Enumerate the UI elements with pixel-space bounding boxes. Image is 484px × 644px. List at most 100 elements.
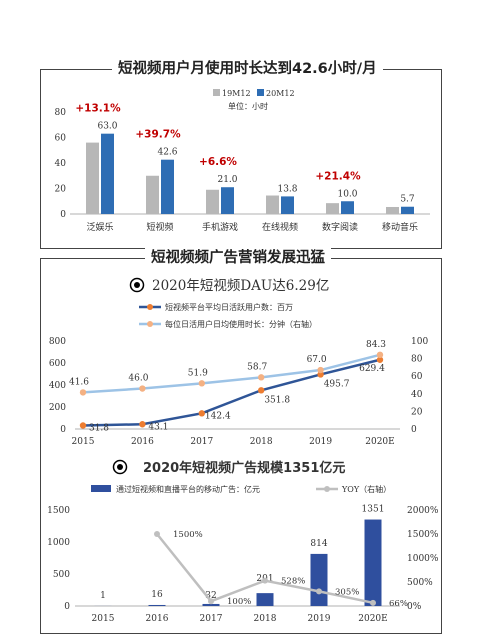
bar	[281, 196, 294, 214]
data-label: 67.0	[307, 355, 327, 365]
bar	[148, 604, 166, 606]
data-point	[376, 356, 384, 363]
x-tick-label: 在线视频	[262, 221, 298, 233]
x-tick-label: 数字阅读	[322, 221, 358, 233]
unit-label: 单位：小时	[228, 101, 268, 111]
x-tick-label: 2018	[250, 437, 273, 447]
growth-label: +13.1%	[75, 103, 121, 115]
yoy-label: 528%	[281, 577, 305, 587]
left-y-tick-label: 0	[60, 425, 66, 435]
data-point	[376, 351, 384, 359]
bar-value-label: 32	[205, 591, 216, 601]
legend-swatch	[91, 485, 111, 492]
legend-label: 短视频平台平均日活跃用户数：百万	[165, 302, 293, 312]
data-point	[79, 389, 87, 396]
bar	[386, 206, 399, 214]
right-y-tick-label: 80	[411, 355, 423, 365]
bar	[326, 203, 339, 214]
right-y-tick-label: 1500%	[407, 530, 439, 540]
right-y-tick-label: 2000%	[407, 506, 439, 516]
x-tick-label: 泛娱乐	[86, 221, 113, 233]
bar-value-label: 814	[310, 539, 327, 549]
bar-value-label: 16	[151, 590, 163, 600]
bar	[310, 553, 328, 606]
section1-title: 短视频用户月使用时长达到42.6小时/月	[112, 57, 383, 78]
x-tick-label: 2020E	[365, 437, 394, 447]
growth-label: +6.6%	[199, 156, 237, 168]
bar	[221, 187, 234, 214]
legend-label: YOY（右轴）	[341, 484, 391, 494]
right-y-tick-label: 0	[411, 425, 417, 435]
x-tick-label: 移动音乐	[382, 221, 418, 233]
series-line	[82, 358, 381, 427]
legend-label: 每位日活用户日均使用时长：分钟（右轴）	[165, 319, 317, 329]
data-label: 142.4	[205, 411, 231, 421]
right-y-tick-label: 60	[411, 372, 423, 382]
x-tick-label: 2018	[254, 614, 277, 624]
x-tick-label: 手机游戏	[202, 221, 238, 233]
bar	[86, 142, 99, 214]
title-bullet-icon-dot	[117, 464, 123, 470]
x-tick-label: 2020E	[358, 614, 387, 624]
bar	[101, 133, 114, 214]
bar-value-label: 10.0	[337, 189, 357, 199]
yoy-label: 66%	[389, 599, 408, 609]
data-point	[79, 422, 87, 429]
data-label: 351.8	[264, 395, 290, 405]
data-label: 46.0	[128, 374, 148, 384]
bar-value-label: 21.0	[217, 175, 237, 185]
x-tick-label: 2017	[200, 614, 223, 624]
legend-label: 20M12	[266, 89, 295, 98]
yoy-point	[208, 598, 214, 605]
bar-value-label: 63.0	[97, 122, 117, 132]
left-y-tick-label: 1500	[47, 506, 70, 516]
data-label: 51.9	[188, 368, 208, 378]
yoy-label: 305%	[335, 587, 359, 597]
bar-value-label: 42.6	[157, 148, 177, 158]
data-point	[198, 410, 205, 417]
data-point	[258, 387, 265, 394]
chart-title: 2020年短视频DAU达6.29亿	[152, 278, 329, 294]
legend-label: 通过短视频和直播平台的移动广告：亿元	[116, 484, 260, 494]
yoy-point	[370, 599, 376, 606]
left-y-tick-label: 800	[49, 337, 66, 347]
data-point	[317, 371, 324, 378]
y-tick-label: 60	[55, 134, 67, 144]
y-tick-label: 40	[55, 159, 67, 169]
title-bullet-icon-ring	[112, 459, 128, 475]
data-point	[317, 366, 324, 374]
bar	[161, 159, 174, 214]
data-label: 629.4	[359, 364, 385, 374]
yoy-label: 100%	[227, 597, 251, 607]
bar	[256, 593, 274, 606]
bar	[341, 201, 354, 214]
right-y-tick-label: 40	[411, 390, 423, 400]
left-y-tick-label: 0	[64, 602, 70, 612]
bar-value-label: 5.7	[400, 195, 415, 205]
series-line	[82, 353, 381, 394]
legend-swatch	[257, 89, 264, 96]
legend-marker	[324, 486, 330, 492]
left-y-tick-label: 600	[49, 359, 66, 369]
section2-title: 短视频频广告营销发展迅猛	[145, 246, 331, 267]
left-y-tick-label: 1000	[47, 538, 70, 548]
x-tick-label: 2016	[146, 614, 169, 624]
y-tick-label: 0	[60, 210, 66, 220]
bar	[266, 195, 279, 214]
data-label: 58.7	[247, 362, 267, 372]
bar	[206, 189, 219, 214]
left-y-tick-label: 200	[49, 403, 66, 413]
x-tick-label: 2017	[190, 437, 213, 447]
data-label: 31.8	[89, 424, 109, 434]
bar	[401, 206, 414, 214]
growth-label: +39.7%	[135, 129, 181, 141]
data-point	[258, 374, 265, 381]
bar	[202, 603, 220, 606]
data-label: 41.6	[69, 377, 89, 387]
title-bullet-icon-ring	[129, 277, 145, 293]
right-y-tick-label: 500%	[407, 578, 433, 588]
bar-value-label: 1351	[362, 505, 385, 515]
yoy-point	[316, 588, 322, 595]
left-y-tick-label: 400	[49, 381, 66, 391]
x-tick-label: 2016	[131, 437, 154, 447]
